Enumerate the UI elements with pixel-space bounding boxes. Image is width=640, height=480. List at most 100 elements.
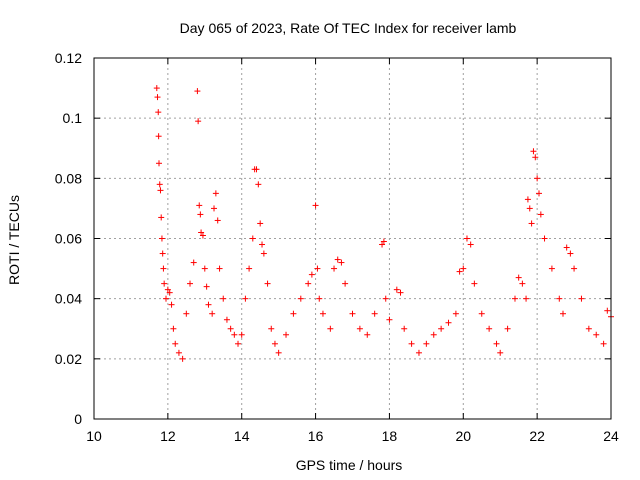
data-point <box>153 85 160 92</box>
data-point <box>401 325 408 332</box>
data-point <box>212 190 219 197</box>
data-point <box>253 166 260 173</box>
data-point <box>157 187 164 194</box>
data-point <box>197 211 204 218</box>
data-point <box>364 331 371 338</box>
data-point <box>312 202 319 209</box>
data-points <box>153 85 614 362</box>
y-tick-label: 0.12 <box>55 50 82 66</box>
data-point <box>255 181 262 188</box>
data-point <box>408 340 415 347</box>
data-point <box>559 310 566 317</box>
data-point <box>334 256 341 263</box>
data-point <box>556 295 563 302</box>
data-point <box>216 265 223 272</box>
data-point <box>463 235 470 242</box>
data-point <box>290 310 297 317</box>
x-tick-label: 16 <box>308 428 324 444</box>
data-point <box>593 331 600 338</box>
data-point <box>259 241 266 248</box>
x-tick-label: 24 <box>603 428 619 444</box>
data-point <box>168 301 175 308</box>
data-point <box>338 259 345 266</box>
data-point <box>211 205 218 212</box>
data-point <box>526 205 533 212</box>
data-point <box>158 235 165 242</box>
data-point <box>319 310 326 317</box>
data-point <box>242 295 249 302</box>
data-point <box>537 211 544 218</box>
y-tick-label: 0.06 <box>55 231 82 247</box>
data-point <box>275 349 282 356</box>
data-point <box>164 286 171 293</box>
data-point <box>548 265 555 272</box>
data-point <box>227 325 234 332</box>
data-point <box>478 310 485 317</box>
data-point <box>578 295 585 302</box>
data-point <box>203 283 210 290</box>
data-point <box>159 250 166 257</box>
data-point <box>305 280 312 287</box>
data-point <box>515 274 522 281</box>
data-point <box>379 241 386 248</box>
data-point <box>155 109 162 116</box>
data-point <box>532 154 539 161</box>
data-point <box>523 295 530 302</box>
y-tick-label: 0 <box>74 411 82 427</box>
data-point <box>238 331 245 338</box>
data-point <box>156 181 163 188</box>
y-tick-label: 0.1 <box>63 110 83 126</box>
data-point <box>194 88 201 95</box>
data-point <box>486 325 493 332</box>
data-point <box>331 265 338 272</box>
data-point <box>445 319 452 326</box>
data-point <box>201 265 208 272</box>
data-point <box>386 316 393 323</box>
data-point <box>166 289 173 296</box>
data-point <box>563 244 570 251</box>
data-point <box>199 232 206 239</box>
chart-title: Day 065 of 2023, Rate Of TEC Index for r… <box>180 20 517 36</box>
data-point <box>154 94 161 101</box>
data-point <box>382 295 389 302</box>
data-point <box>257 220 264 227</box>
x-tick-label: 10 <box>86 428 102 444</box>
data-point <box>268 325 275 332</box>
data-point <box>214 217 221 224</box>
axis-ticks <box>93 57 612 420</box>
data-point <box>530 148 537 155</box>
x-tick-label: 18 <box>382 428 398 444</box>
data-point <box>314 265 321 272</box>
y-tick-label: 0.04 <box>55 291 82 307</box>
data-point <box>264 280 271 287</box>
data-point <box>524 196 531 203</box>
data-point <box>356 325 363 332</box>
data-point <box>223 316 230 323</box>
y-tick-labels: 0 0.02 0.04 0.06 0.08 0.1 0.12 <box>55 50 82 427</box>
data-point <box>600 340 607 347</box>
data-point <box>249 235 256 242</box>
data-point <box>187 280 194 287</box>
data-point <box>220 295 227 302</box>
data-point <box>497 349 504 356</box>
x-tick-label: 22 <box>529 428 545 444</box>
data-point <box>541 235 548 242</box>
data-point <box>231 331 238 338</box>
data-point <box>534 175 541 182</box>
data-point <box>183 310 190 317</box>
data-point <box>423 340 430 347</box>
y-tick-label: 0.08 <box>55 170 82 186</box>
y-tick-label: 0.02 <box>55 351 82 367</box>
data-point <box>415 349 422 356</box>
data-point <box>342 280 349 287</box>
data-point <box>209 310 216 317</box>
data-point <box>179 355 186 362</box>
data-point <box>170 325 177 332</box>
data-point <box>585 325 592 332</box>
data-point <box>519 280 526 287</box>
data-point <box>349 310 356 317</box>
data-point <box>567 250 574 257</box>
data-point <box>161 280 168 287</box>
data-point <box>246 265 253 272</box>
